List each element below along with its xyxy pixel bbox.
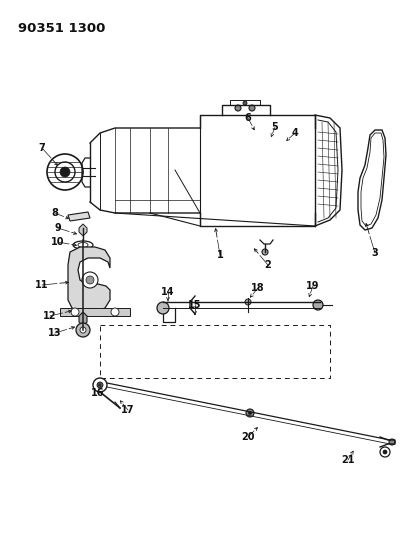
Text: 6: 6 bbox=[245, 113, 251, 123]
Polygon shape bbox=[68, 247, 110, 312]
Circle shape bbox=[246, 409, 254, 417]
Text: 21: 21 bbox=[341, 455, 355, 465]
Text: 3: 3 bbox=[372, 248, 378, 258]
Circle shape bbox=[245, 299, 251, 305]
Circle shape bbox=[60, 167, 70, 177]
Polygon shape bbox=[79, 312, 87, 326]
Circle shape bbox=[111, 308, 119, 316]
Circle shape bbox=[86, 276, 94, 284]
Circle shape bbox=[383, 450, 387, 454]
Circle shape bbox=[97, 382, 103, 388]
Text: 1: 1 bbox=[217, 250, 223, 260]
Text: 4: 4 bbox=[292, 128, 298, 138]
Text: 7: 7 bbox=[39, 143, 46, 153]
Text: 18: 18 bbox=[251, 283, 265, 293]
Text: 19: 19 bbox=[306, 281, 320, 291]
Circle shape bbox=[157, 302, 169, 314]
Text: 8: 8 bbox=[52, 208, 58, 218]
Circle shape bbox=[71, 308, 79, 316]
Circle shape bbox=[235, 105, 241, 111]
Text: 5: 5 bbox=[272, 122, 278, 132]
Text: 17: 17 bbox=[121, 405, 135, 415]
Polygon shape bbox=[79, 224, 87, 236]
Text: 20: 20 bbox=[241, 432, 255, 442]
Text: 2: 2 bbox=[265, 260, 271, 270]
Text: 10: 10 bbox=[51, 237, 65, 247]
Text: 90351 1300: 90351 1300 bbox=[18, 22, 105, 35]
Polygon shape bbox=[60, 308, 130, 316]
Text: 15: 15 bbox=[188, 300, 202, 310]
Polygon shape bbox=[68, 212, 90, 221]
Circle shape bbox=[249, 411, 251, 415]
Circle shape bbox=[262, 249, 268, 255]
Circle shape bbox=[76, 323, 90, 337]
Circle shape bbox=[82, 272, 98, 288]
Circle shape bbox=[80, 327, 86, 333]
Circle shape bbox=[389, 439, 395, 445]
Text: 11: 11 bbox=[35, 280, 49, 290]
Text: 14: 14 bbox=[161, 287, 175, 297]
Text: 12: 12 bbox=[43, 311, 57, 321]
Text: 16: 16 bbox=[91, 388, 105, 398]
Text: 9: 9 bbox=[55, 223, 61, 233]
Circle shape bbox=[243, 101, 247, 105]
Circle shape bbox=[313, 300, 323, 310]
Circle shape bbox=[249, 105, 255, 111]
Text: 13: 13 bbox=[48, 328, 62, 338]
